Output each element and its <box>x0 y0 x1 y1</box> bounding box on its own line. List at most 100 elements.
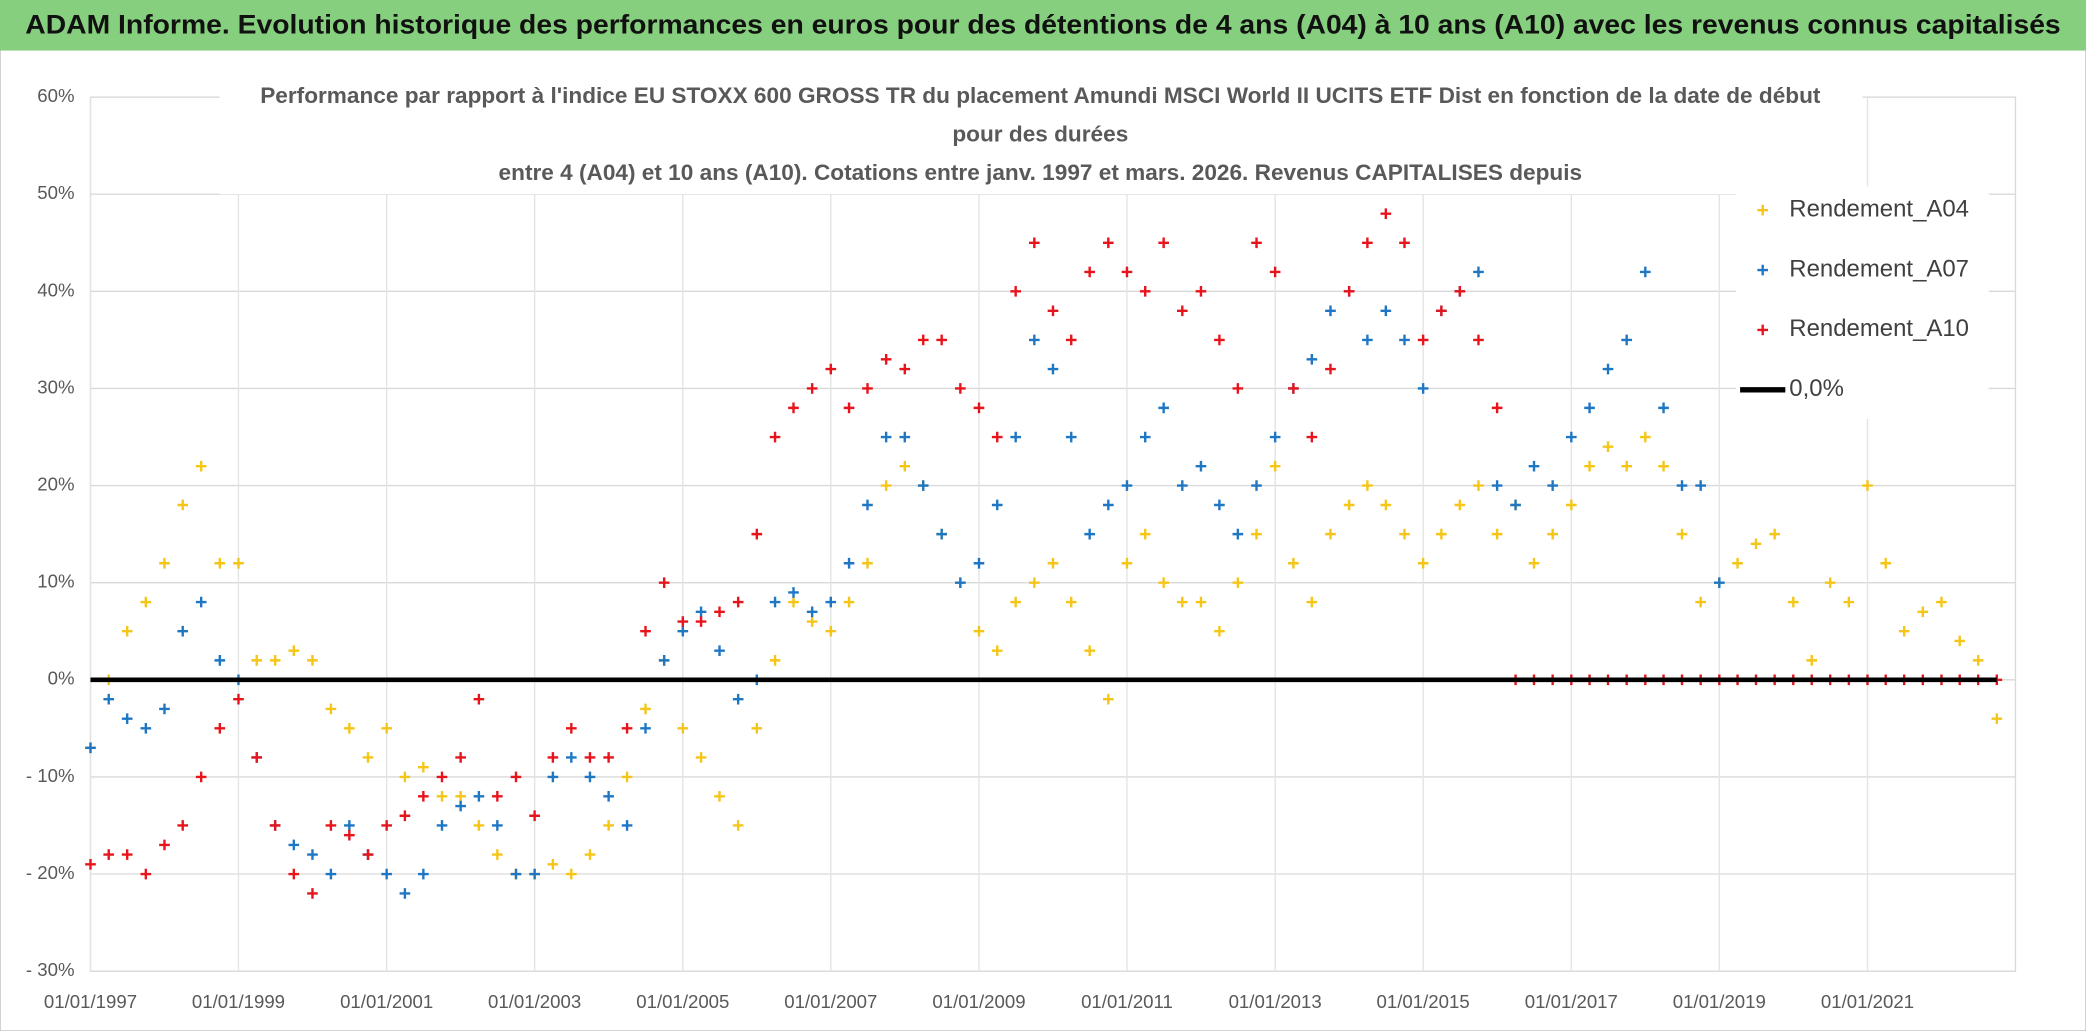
point <box>751 528 763 540</box>
point <box>1417 334 1429 346</box>
point <box>195 460 207 472</box>
y-tick-label: - 10% <box>26 765 75 786</box>
point <box>140 868 152 880</box>
point <box>269 655 281 666</box>
point <box>1898 625 1910 637</box>
point <box>584 771 596 783</box>
point <box>1639 431 1651 443</box>
legend-swatch <box>1757 264 1769 276</box>
point <box>1158 237 1169 249</box>
point <box>1269 266 1281 278</box>
point <box>1232 528 1244 540</box>
point <box>473 791 485 802</box>
point <box>1029 334 1040 346</box>
point <box>1954 635 1966 647</box>
point <box>714 606 725 618</box>
point <box>1084 528 1095 540</box>
x-tick-label: 01/01/2019 <box>1673 991 1766 1012</box>
point <box>344 829 355 841</box>
point <box>1176 305 1188 317</box>
point <box>603 820 614 831</box>
point <box>1399 237 1410 249</box>
x-tick-label: 01/01/2005 <box>636 991 729 1012</box>
point <box>695 606 707 618</box>
point <box>492 820 503 831</box>
legend-background <box>1736 186 1989 420</box>
point <box>825 625 837 637</box>
point <box>1658 402 1669 414</box>
point <box>455 800 466 812</box>
point <box>159 703 170 715</box>
point <box>1436 528 1447 540</box>
point <box>362 752 374 763</box>
point <box>214 655 226 666</box>
point <box>177 499 189 511</box>
point <box>288 868 300 880</box>
point <box>603 791 614 802</box>
point <box>991 645 1003 656</box>
point <box>584 752 596 763</box>
point <box>1584 402 1595 414</box>
point <box>621 771 633 783</box>
point <box>1010 596 1021 608</box>
point <box>1139 528 1151 540</box>
point <box>1602 363 1614 375</box>
x-tick-label: 01/01/1997 <box>44 991 137 1012</box>
point <box>1991 713 2003 724</box>
point <box>177 625 189 637</box>
point <box>1454 286 1466 297</box>
point <box>1325 528 1336 540</box>
point <box>325 703 337 715</box>
point <box>1269 431 1281 443</box>
point <box>769 596 781 608</box>
point <box>788 596 799 608</box>
point <box>269 820 281 831</box>
point <box>714 791 725 802</box>
point <box>1547 480 1558 491</box>
x-tick-label: 01/01/2001 <box>340 991 433 1012</box>
point <box>1102 499 1114 511</box>
point <box>140 723 152 734</box>
point <box>1102 237 1114 249</box>
point <box>1214 334 1225 346</box>
point <box>584 849 596 860</box>
point <box>1658 460 1669 472</box>
point <box>177 820 189 831</box>
point <box>732 596 744 608</box>
point <box>1121 266 1133 278</box>
point <box>621 723 633 734</box>
point <box>1362 480 1373 491</box>
point <box>1380 208 1392 219</box>
point <box>640 703 651 715</box>
point <box>936 528 948 540</box>
point <box>695 752 707 763</box>
chart-title: entre 4 (A04) et 10 ans (A10). Cotations… <box>499 160 1583 185</box>
point <box>381 723 392 734</box>
point <box>1510 499 1521 511</box>
point <box>1195 596 1207 608</box>
point <box>880 431 892 443</box>
header-bar <box>0 0 2086 51</box>
point <box>658 577 670 589</box>
point <box>1084 645 1095 656</box>
point <box>529 868 540 880</box>
point <box>455 752 466 763</box>
point <box>1251 528 1262 540</box>
point <box>418 791 429 802</box>
point <box>1084 266 1095 278</box>
point <box>640 723 651 734</box>
x-tick-label: 01/01/2007 <box>784 991 877 1012</box>
point <box>121 625 133 637</box>
point <box>1121 480 1133 491</box>
x-tick-label: 01/01/2011 <box>1081 991 1173 1012</box>
point <box>1065 596 1077 608</box>
point <box>1417 557 1429 569</box>
y-tick-label: 60% <box>37 85 74 106</box>
legend-label: 0,0% <box>1789 375 1844 402</box>
point <box>1047 557 1059 569</box>
point <box>1399 528 1410 540</box>
point <box>1195 286 1207 297</box>
point <box>806 616 818 627</box>
point <box>1047 363 1059 375</box>
point <box>1325 363 1336 375</box>
